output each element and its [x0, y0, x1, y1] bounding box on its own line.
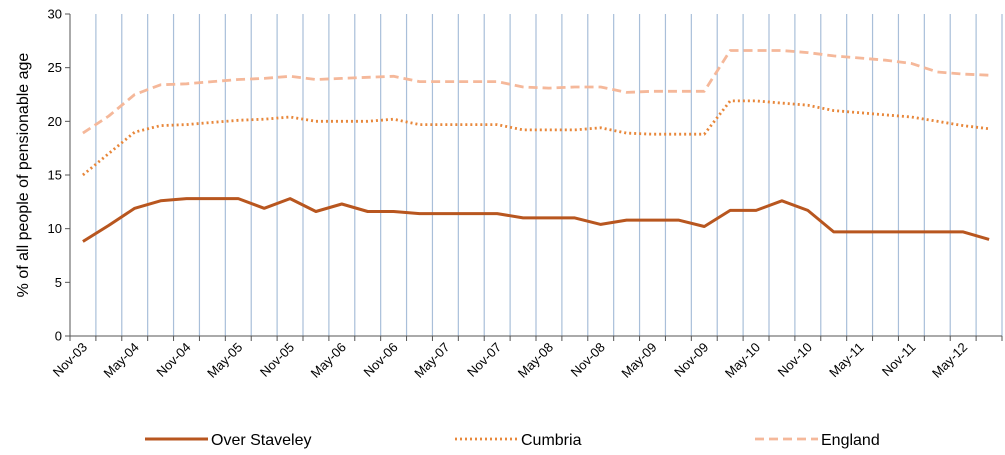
x-tick-label: May-06 — [308, 340, 349, 381]
x-tick-label: May-12 — [929, 340, 970, 381]
x-tick-label: Nov-09 — [671, 340, 711, 380]
x-tick-label: May-09 — [618, 340, 659, 381]
series-line-cumbria — [82, 99, 990, 177]
y-tick-label: 10 — [48, 221, 62, 236]
x-axis: Nov-03 May-04 Nov-04 May-05 Nov-05 May-06 Nov-… — [50, 335, 1003, 381]
x-tick-label: Nov-05 — [257, 340, 297, 380]
legend: Over Staveley Cumbria England — [145, 432, 880, 449]
x-tick-label: May-04 — [101, 340, 142, 381]
x-tick-label: May-05 — [204, 340, 245, 381]
x-tick-label: Nov-07 — [464, 340, 504, 380]
x-tick-label: May-07 — [411, 340, 452, 381]
vertical-gridlines — [95, 14, 1003, 336]
y-tick-label: 0 — [55, 329, 62, 344]
x-tick-label: Nov-10 — [775, 340, 815, 380]
y-tick-label: 5 — [55, 275, 62, 290]
series-lines — [82, 49, 990, 243]
y-tick-label: 20 — [48, 114, 62, 129]
x-tick-label: May-11 — [826, 340, 867, 381]
x-tick-label: Nov-06 — [360, 340, 400, 380]
x-tick-label: Nov-03 — [50, 340, 90, 380]
y-tick-label: 15 — [48, 168, 62, 183]
x-tick-label: Nov-11 — [879, 340, 919, 380]
y-tick-label: 30 — [48, 7, 62, 22]
series-line-england — [82, 49, 990, 135]
legend-label: Cumbria — [521, 432, 582, 449]
legend-label: England — [821, 432, 880, 449]
series-line-over-staveley — [82, 197, 990, 243]
x-tick-label: Nov-04 — [153, 340, 193, 380]
legend-label: Over Staveley — [211, 432, 311, 449]
x-tick-label: May-08 — [515, 340, 556, 381]
y-axis: 0 5 10 15 20 25 30 — [48, 7, 71, 344]
x-tick-label: Nov-08 — [568, 340, 608, 380]
x-tick-label: May-10 — [722, 340, 763, 381]
y-tick-label: 25 — [48, 60, 62, 75]
y-axis-title: % of all people of pensionable age — [15, 53, 32, 298]
